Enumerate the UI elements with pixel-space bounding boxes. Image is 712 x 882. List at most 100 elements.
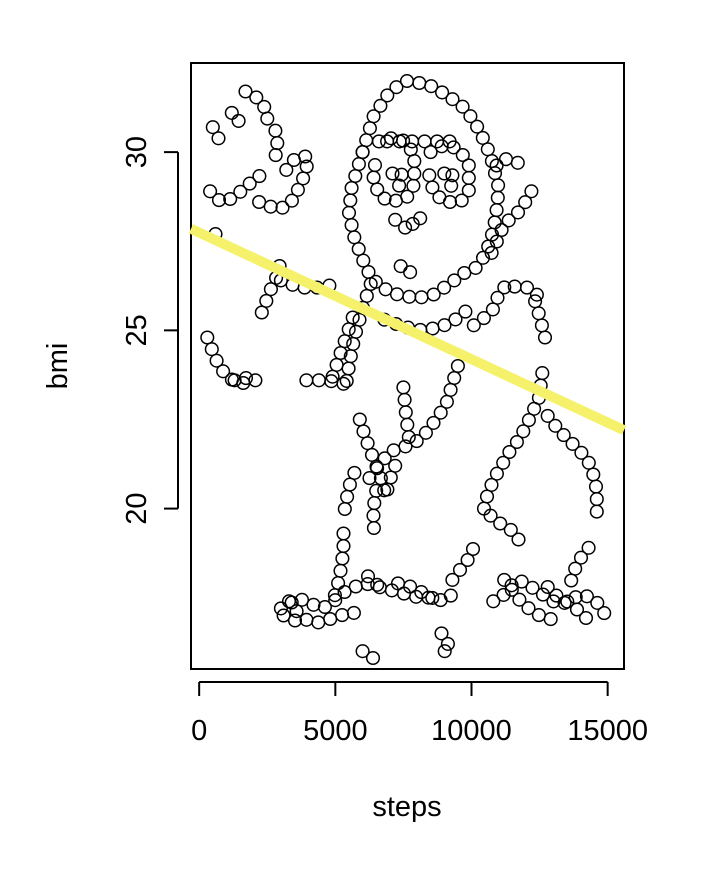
y-axis-label: bmi (42, 343, 74, 390)
data-point (512, 592, 527, 607)
data-point (227, 373, 242, 388)
data-point (435, 85, 450, 100)
data-point (343, 193, 358, 208)
data-point (366, 170, 381, 185)
data-point (355, 644, 370, 659)
data-point (393, 259, 408, 274)
data-point (537, 330, 553, 345)
data-point (434, 626, 449, 641)
data-point (509, 434, 524, 450)
data-point (447, 370, 462, 386)
data-point (535, 587, 551, 602)
data-point (486, 594, 501, 609)
data-point (489, 203, 504, 218)
data-point (485, 302, 500, 317)
x-axis: 0 5000 10000 15000 (191, 681, 648, 747)
data-point (242, 176, 257, 191)
data-point (461, 158, 476, 173)
data-point (388, 212, 403, 227)
data-point (588, 479, 604, 494)
data-point (409, 434, 424, 449)
data-point (476, 501, 492, 516)
data-point (487, 215, 502, 230)
data-point (296, 171, 311, 186)
data-point (347, 465, 362, 480)
data-point (360, 436, 375, 451)
data-point (556, 428, 571, 443)
data-point (403, 579, 418, 594)
data-point (333, 563, 348, 578)
data-point (259, 293, 274, 308)
data-point (564, 573, 579, 588)
data-point (540, 579, 555, 595)
data-point (413, 211, 428, 226)
data-point (359, 288, 374, 303)
data-point (549, 588, 564, 603)
data-point (543, 612, 558, 627)
data-point (422, 168, 437, 183)
data-point (490, 190, 505, 205)
data-point (439, 394, 454, 409)
data-point (573, 550, 589, 565)
data-point (414, 585, 429, 600)
x-tick-label: 5000 (303, 715, 368, 747)
data-point (437, 166, 452, 181)
data-point (496, 455, 511, 470)
data-point (351, 157, 366, 172)
data-point (475, 250, 491, 265)
data-point (383, 470, 398, 485)
data-point (311, 373, 326, 388)
data-point (377, 191, 392, 206)
data-point (398, 220, 413, 235)
data-point (465, 541, 481, 557)
data-point (366, 508, 381, 523)
data-point (484, 245, 499, 260)
data-point (336, 538, 351, 554)
data-point (468, 260, 483, 275)
data-point (339, 373, 354, 388)
data-point (360, 569, 376, 584)
data-point (480, 142, 495, 157)
data-point (306, 597, 321, 612)
data-point (560, 594, 575, 609)
data-point (233, 184, 248, 199)
data-point (359, 133, 374, 148)
data-point (504, 578, 519, 593)
data-point (568, 561, 583, 576)
data-point (445, 168, 460, 183)
data-point (337, 501, 352, 517)
data-point (437, 280, 452, 295)
data-point (397, 392, 412, 407)
data-point (392, 178, 407, 193)
data-point (510, 155, 525, 170)
data-point (540, 408, 555, 423)
data-point (356, 253, 371, 268)
data-point (489, 158, 504, 173)
data-point (348, 579, 363, 594)
data-point (337, 334, 352, 349)
data-point (497, 280, 512, 295)
data-point (257, 99, 272, 114)
data-point (281, 594, 297, 609)
data-point (204, 342, 219, 357)
data-point (521, 413, 536, 428)
data-point (454, 193, 469, 208)
plot-frame (190, 62, 625, 670)
data-point (345, 310, 360, 325)
data-point (445, 92, 460, 107)
data-point (342, 477, 357, 492)
data-point (327, 588, 342, 603)
data-point (248, 373, 263, 388)
data-point (445, 572, 460, 587)
data-point (341, 322, 356, 337)
data-point (268, 123, 283, 138)
y-axis: 20 25 30 (121, 136, 179, 525)
data-point (417, 134, 432, 149)
data-point (275, 200, 290, 215)
data-point (249, 90, 264, 105)
data-point (273, 601, 288, 616)
data-point (426, 287, 441, 302)
data-point (386, 443, 401, 458)
data-point (590, 595, 605, 610)
data-point (396, 380, 411, 395)
